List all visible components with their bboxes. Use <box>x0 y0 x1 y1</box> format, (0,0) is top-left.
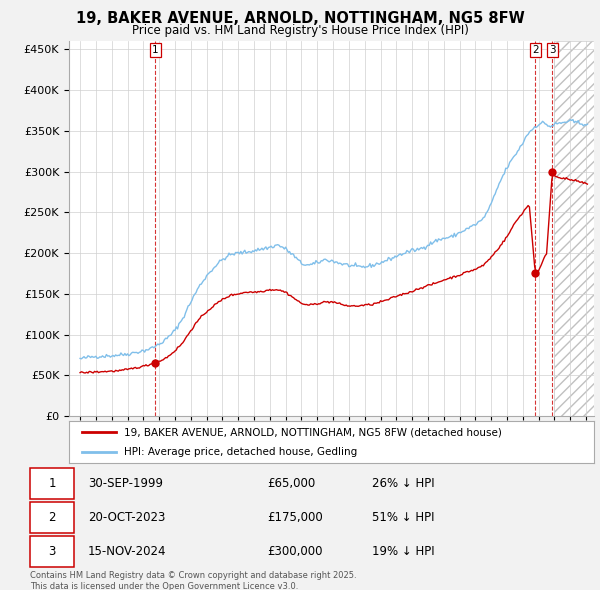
Text: 26% ↓ HPI: 26% ↓ HPI <box>372 477 435 490</box>
Text: 19% ↓ HPI: 19% ↓ HPI <box>372 545 435 558</box>
FancyBboxPatch shape <box>30 502 74 533</box>
Text: 15-NOV-2024: 15-NOV-2024 <box>88 545 166 558</box>
Text: £300,000: £300,000 <box>268 545 323 558</box>
Text: HPI: Average price, detached house, Gedling: HPI: Average price, detached house, Gedl… <box>124 447 358 457</box>
Text: 30-SEP-1999: 30-SEP-1999 <box>88 477 163 490</box>
Text: 3: 3 <box>49 545 56 558</box>
Text: £175,000: £175,000 <box>268 511 323 525</box>
FancyBboxPatch shape <box>30 536 74 568</box>
Text: Price paid vs. HM Land Registry's House Price Index (HPI): Price paid vs. HM Land Registry's House … <box>131 24 469 37</box>
Text: 3: 3 <box>549 45 556 55</box>
Text: 1: 1 <box>152 45 158 55</box>
Text: 19, BAKER AVENUE, ARNOLD, NOTTINGHAM, NG5 8FW: 19, BAKER AVENUE, ARNOLD, NOTTINGHAM, NG… <box>76 11 524 25</box>
Text: 19, BAKER AVENUE, ARNOLD, NOTTINGHAM, NG5 8FW (detached house): 19, BAKER AVENUE, ARNOLD, NOTTINGHAM, NG… <box>124 427 502 437</box>
Text: 1: 1 <box>49 477 56 490</box>
Text: 2: 2 <box>49 511 56 525</box>
Text: 2: 2 <box>532 45 539 55</box>
Text: £65,000: £65,000 <box>268 477 316 490</box>
FancyBboxPatch shape <box>30 468 74 499</box>
Text: Contains HM Land Registry data © Crown copyright and database right 2025.
This d: Contains HM Land Registry data © Crown c… <box>30 571 356 590</box>
Text: 20-OCT-2023: 20-OCT-2023 <box>88 511 166 525</box>
Text: 51% ↓ HPI: 51% ↓ HPI <box>372 511 435 525</box>
